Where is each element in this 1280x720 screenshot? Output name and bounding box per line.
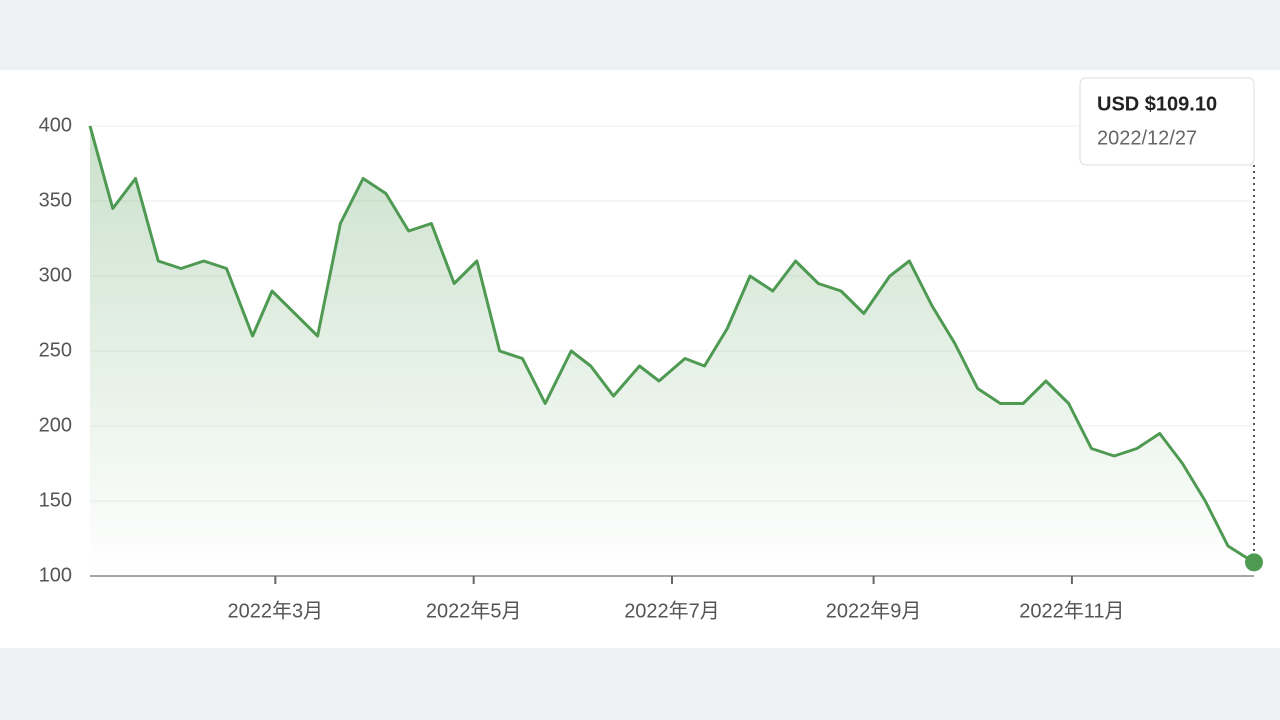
- area: [90, 126, 1254, 576]
- y-tick-label: 100: [39, 564, 72, 586]
- y-tick-label: 150: [39, 489, 72, 511]
- x-tick-label: 2022年3月: [228, 599, 324, 622]
- point: [1245, 553, 1263, 572]
- y-tick-label: 200: [39, 414, 72, 436]
- y-tick-label: 300: [39, 264, 72, 286]
- tooltip-date: 2022/12/27: [1097, 127, 1197, 149]
- line: [88, 125, 1255, 564]
- x-tick-label: 2022年9月: [826, 599, 922, 622]
- y-tick-label: 400: [39, 114, 72, 136]
- x-tick-label: 2022年11月: [1019, 599, 1124, 622]
- y-tick-label: 350: [39, 189, 72, 211]
- tooltip-value: USD $109.10: [1097, 93, 1217, 115]
- y-tick-label: 250: [39, 339, 72, 361]
- x-tick-label: 2022年7月: [624, 599, 720, 622]
- x-tick-label: 2022年5月: [426, 599, 522, 622]
- tooltip: [1079, 77, 1255, 166]
